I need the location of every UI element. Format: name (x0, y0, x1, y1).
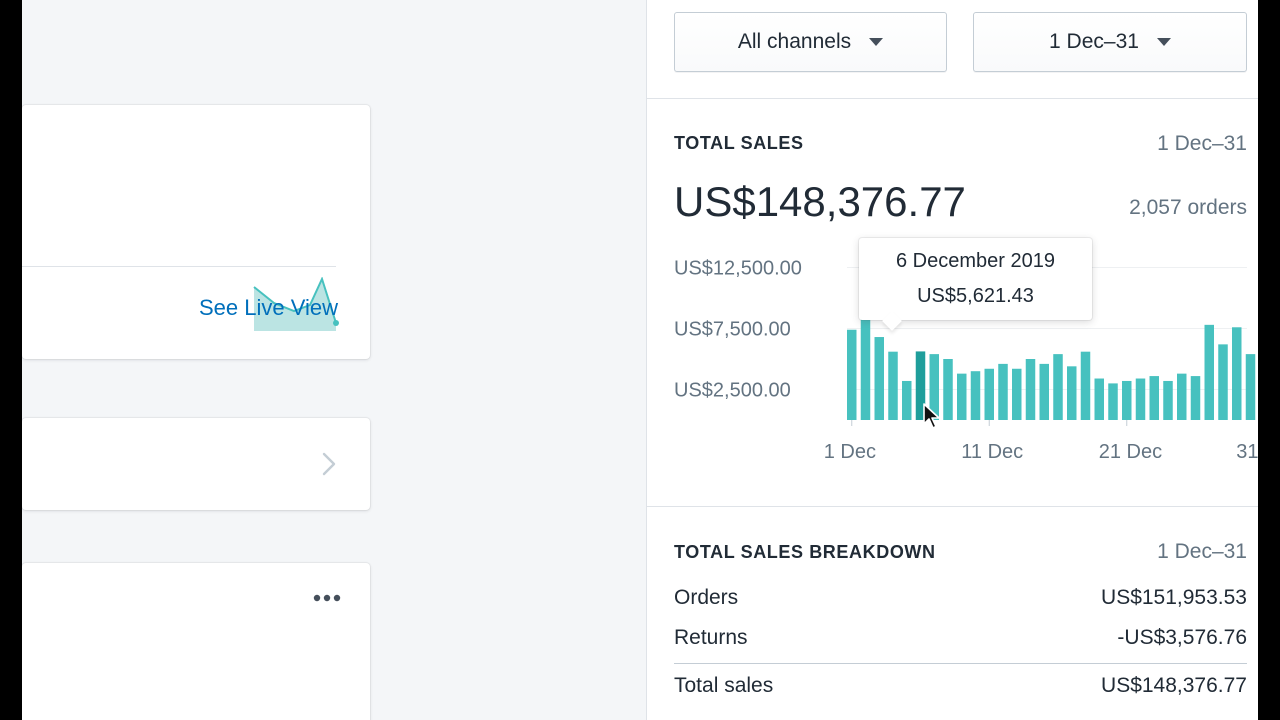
breakdown-divider (674, 663, 1247, 664)
x-tick-label: 21 Dec (1099, 441, 1162, 463)
breakdown-value: -US$3,576.76 (1117, 626, 1247, 649)
orders-count: 2,057 orders (1129, 196, 1247, 219)
chevron-right-icon (322, 452, 336, 476)
card-divider (22, 266, 336, 267)
chart-bar[interactable] (984, 368, 995, 420)
chart-bar[interactable] (874, 337, 885, 420)
chart-bar[interactable] (1025, 359, 1036, 420)
section-divider (647, 98, 1258, 99)
breakdown-label: Returns (674, 626, 748, 649)
options-card (22, 563, 370, 720)
x-tick-label: 31 De (1236, 441, 1258, 463)
chart-bar[interactable] (1218, 344, 1228, 420)
breakdown-date: 1 Dec–31 (1157, 540, 1247, 563)
tooltip-value: US$5,621.43 (917, 285, 1034, 307)
navigation-card[interactable] (22, 418, 370, 510)
chart-bar[interactable] (1039, 363, 1050, 420)
chart-bar[interactable] (1094, 378, 1105, 420)
total-sales-date: 1 Dec–31 (1157, 132, 1247, 155)
chart-tooltip: 6 December 2019 US$5,621.43 (859, 238, 1092, 331)
sales-bar-chart: US$12,500.00 US$7,500.00 US$2,500.00 1 Dec 1… (674, 258, 1258, 464)
date-range-dropdown[interactable]: 1 Dec–31 (973, 12, 1247, 72)
x-tick-label: 11 Dec (961, 441, 1023, 463)
chart-bar[interactable] (970, 371, 981, 420)
tooltip-date: 6 December 2019 (896, 250, 1055, 272)
chart-bar[interactable] (860, 283, 871, 420)
chart-bar[interactable] (929, 354, 940, 420)
chart-bar[interactable] (1204, 324, 1215, 420)
total-sales-title: TOTAL SALES (674, 133, 804, 153)
breakdown-value: US$148,376.77 (1101, 674, 1247, 697)
breakdown-value: US$151,953.53 (1101, 586, 1247, 609)
chart-bar[interactable] (1245, 354, 1256, 420)
y-tick-label: US$12,500.00 (674, 258, 802, 280)
y-tick-label: US$7,500.00 (674, 319, 791, 341)
caret-down-icon (869, 38, 884, 46)
chart-bar[interactable] (847, 329, 857, 420)
live-view-card: See Live View (22, 105, 370, 359)
section-divider (647, 506, 1258, 507)
x-tick-label: 1 Dec (824, 441, 876, 463)
chart-bar[interactable] (1177, 373, 1187, 420)
date-range-label: 1 Dec–31 (1049, 30, 1139, 53)
total-sales-value: US$148,376.77 (674, 178, 966, 225)
see-live-view-link[interactable]: See Live View (198, 295, 338, 320)
mouse-pointer-icon (923, 403, 940, 429)
chart-bar[interactable] (1053, 354, 1063, 420)
chart-bar[interactable] (1122, 380, 1132, 420)
breakdown-label: Total sales (674, 674, 774, 697)
sales-panel: All channels 1 Dec–31 TOTAL SALES 1 Dec–… (646, 0, 1258, 720)
chart-bar[interactable] (1108, 383, 1118, 420)
sparkline-chart (253, 277, 339, 331)
chart-bar[interactable] (1163, 380, 1173, 420)
y-tick-label: US$2,500.00 (674, 380, 791, 402)
channels-dropdown[interactable]: All channels (674, 12, 947, 72)
chart-bar[interactable] (1149, 376, 1160, 420)
chart-bar[interactable] (1080, 351, 1091, 420)
chart-bar[interactable] (957, 373, 967, 420)
chart-bar[interactable] (1135, 378, 1146, 420)
breakdown-title: TOTAL SALES BREAKDOWN (674, 542, 936, 562)
caret-down-icon (1156, 38, 1171, 46)
chart-bar[interactable] (1012, 368, 1022, 420)
chart-bar[interactable] (902, 380, 912, 420)
chart-bar[interactable] (1067, 366, 1077, 420)
chart-bar[interactable] (888, 351, 898, 420)
chart-bar[interactable] (943, 359, 953, 420)
chart-bar[interactable] (1232, 327, 1242, 420)
dashboard-viewport: See Live View All channels 1 Dec–31 TOTA… (22, 0, 1258, 720)
chart-bar[interactable] (998, 363, 1008, 420)
breakdown-label: Orders (674, 586, 739, 609)
more-horizontal-icon[interactable] (312, 593, 342, 603)
chart-bar[interactable] (915, 351, 926, 420)
channels-dropdown-label: All channels (737, 30, 852, 53)
chart-bar[interactable] (1190, 376, 1201, 420)
